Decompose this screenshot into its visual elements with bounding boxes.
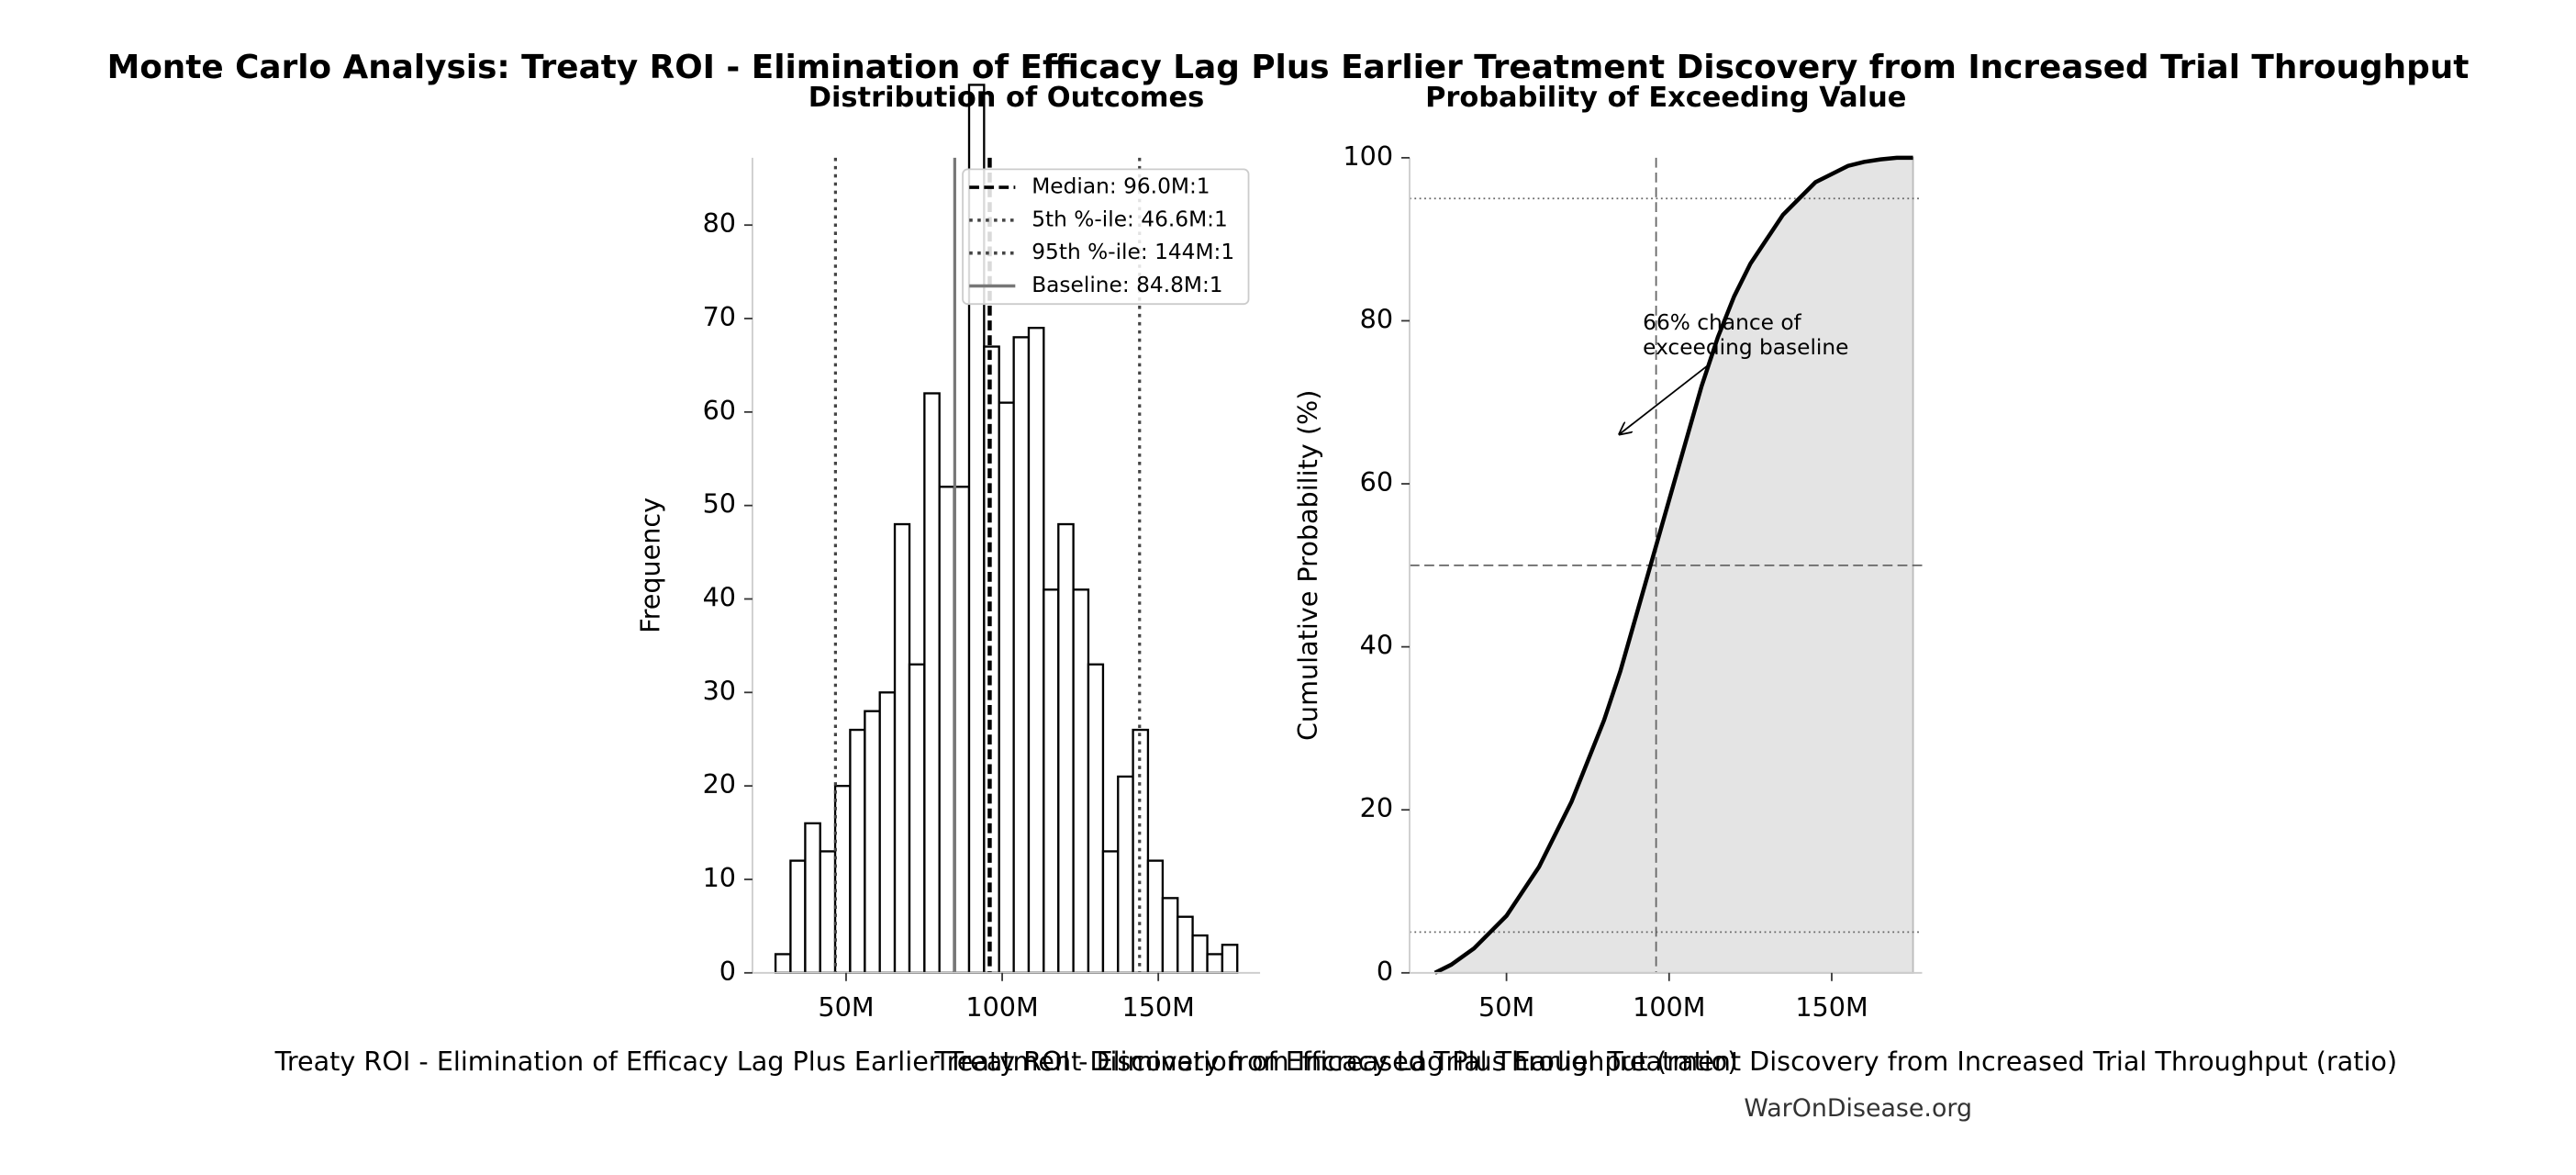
- bar: [849, 728, 866, 974]
- y-tick-label: 10: [703, 862, 736, 893]
- y-tick-label: 40: [703, 581, 736, 612]
- bar: [1101, 850, 1120, 974]
- bar: [789, 859, 807, 974]
- bar: [893, 522, 911, 974]
- y-tick-label: 60: [1360, 466, 1393, 498]
- bar: [819, 850, 837, 974]
- y-tick-label: 80: [1360, 303, 1393, 334]
- bar: [1057, 522, 1075, 974]
- bar: [1146, 859, 1165, 974]
- bar: [1072, 588, 1090, 974]
- y-tick-label: 0: [719, 956, 736, 987]
- y-axis-label: Frequency: [635, 498, 666, 633]
- figure-title: Monte Carlo Analysis: Treaty ROI - Elimi…: [107, 49, 2470, 86]
- bar: [1117, 775, 1134, 974]
- legend-label: Baseline: 84.8M:1: [1032, 273, 1222, 297]
- bar: [1176, 915, 1194, 974]
- bar: [938, 486, 955, 974]
- legend-label: 5th %-ile: 46.6M:1: [1032, 207, 1228, 231]
- y-axis-label: Cumulative Probability (%): [1292, 390, 1323, 741]
- annotation: exceeding baseline: [1643, 335, 1848, 360]
- x-tick-label: 100M: [1633, 991, 1705, 1023]
- bar: [998, 401, 1015, 974]
- y-tick-label: 100: [1343, 140, 1393, 172]
- x-tick-label: 50M: [818, 991, 874, 1023]
- y-tick-label: 30: [703, 675, 736, 706]
- y-tick-label: 20: [703, 768, 736, 800]
- bar: [1191, 934, 1209, 974]
- y-tick-label: 80: [703, 207, 736, 239]
- legend-box: [962, 168, 1250, 306]
- bar: [1043, 588, 1060, 974]
- bar: [774, 953, 792, 974]
- subplot-title: Probability of Exceeding Value: [1425, 82, 1906, 114]
- x-tick-label: 50M: [1478, 991, 1534, 1023]
- subplot-title: Distribution of Outcomes: [808, 82, 1204, 114]
- bar: [953, 486, 971, 974]
- bar: [1206, 953, 1224, 974]
- bar: [833, 784, 852, 974]
- bar: [1087, 663, 1105, 974]
- x-axis-label: Treaty ROI - Elimination of Efficacy Lag…: [274, 1046, 1738, 1077]
- y-tick-label: 40: [1360, 630, 1393, 661]
- x-axis-label: Treaty ROI - Elimination of Efficacy Lag…: [933, 1046, 2397, 1077]
- bar: [804, 822, 821, 974]
- legend-label: Median: 96.0M:1: [1032, 174, 1210, 199]
- cdf-line: [1433, 155, 1913, 975]
- x-tick-label: 150M: [1121, 991, 1194, 1023]
- y-tick-label: 60: [703, 395, 736, 426]
- bar: [1027, 327, 1045, 974]
- bar: [864, 710, 881, 974]
- y-tick-label: 0: [1377, 956, 1393, 987]
- y-tick-label: 50: [703, 488, 736, 520]
- bar: [1012, 336, 1031, 974]
- y-tick-label: 20: [1360, 792, 1393, 823]
- annotation: 66% chance of: [1643, 310, 1801, 335]
- bar: [908, 663, 926, 974]
- annotation-arrow: [1620, 364, 1710, 433]
- bar: [1161, 897, 1179, 974]
- footer: WarOnDisease.org: [1744, 1094, 1972, 1123]
- bar: [923, 392, 941, 974]
- bar: [878, 691, 897, 974]
- legend-label: 95th %-ile: 144M:1: [1032, 240, 1234, 264]
- x-tick-label: 150M: [1795, 991, 1868, 1023]
- y-tick-label: 70: [703, 301, 736, 332]
- bar: [1221, 944, 1239, 974]
- x-tick-label: 100M: [965, 991, 1038, 1023]
